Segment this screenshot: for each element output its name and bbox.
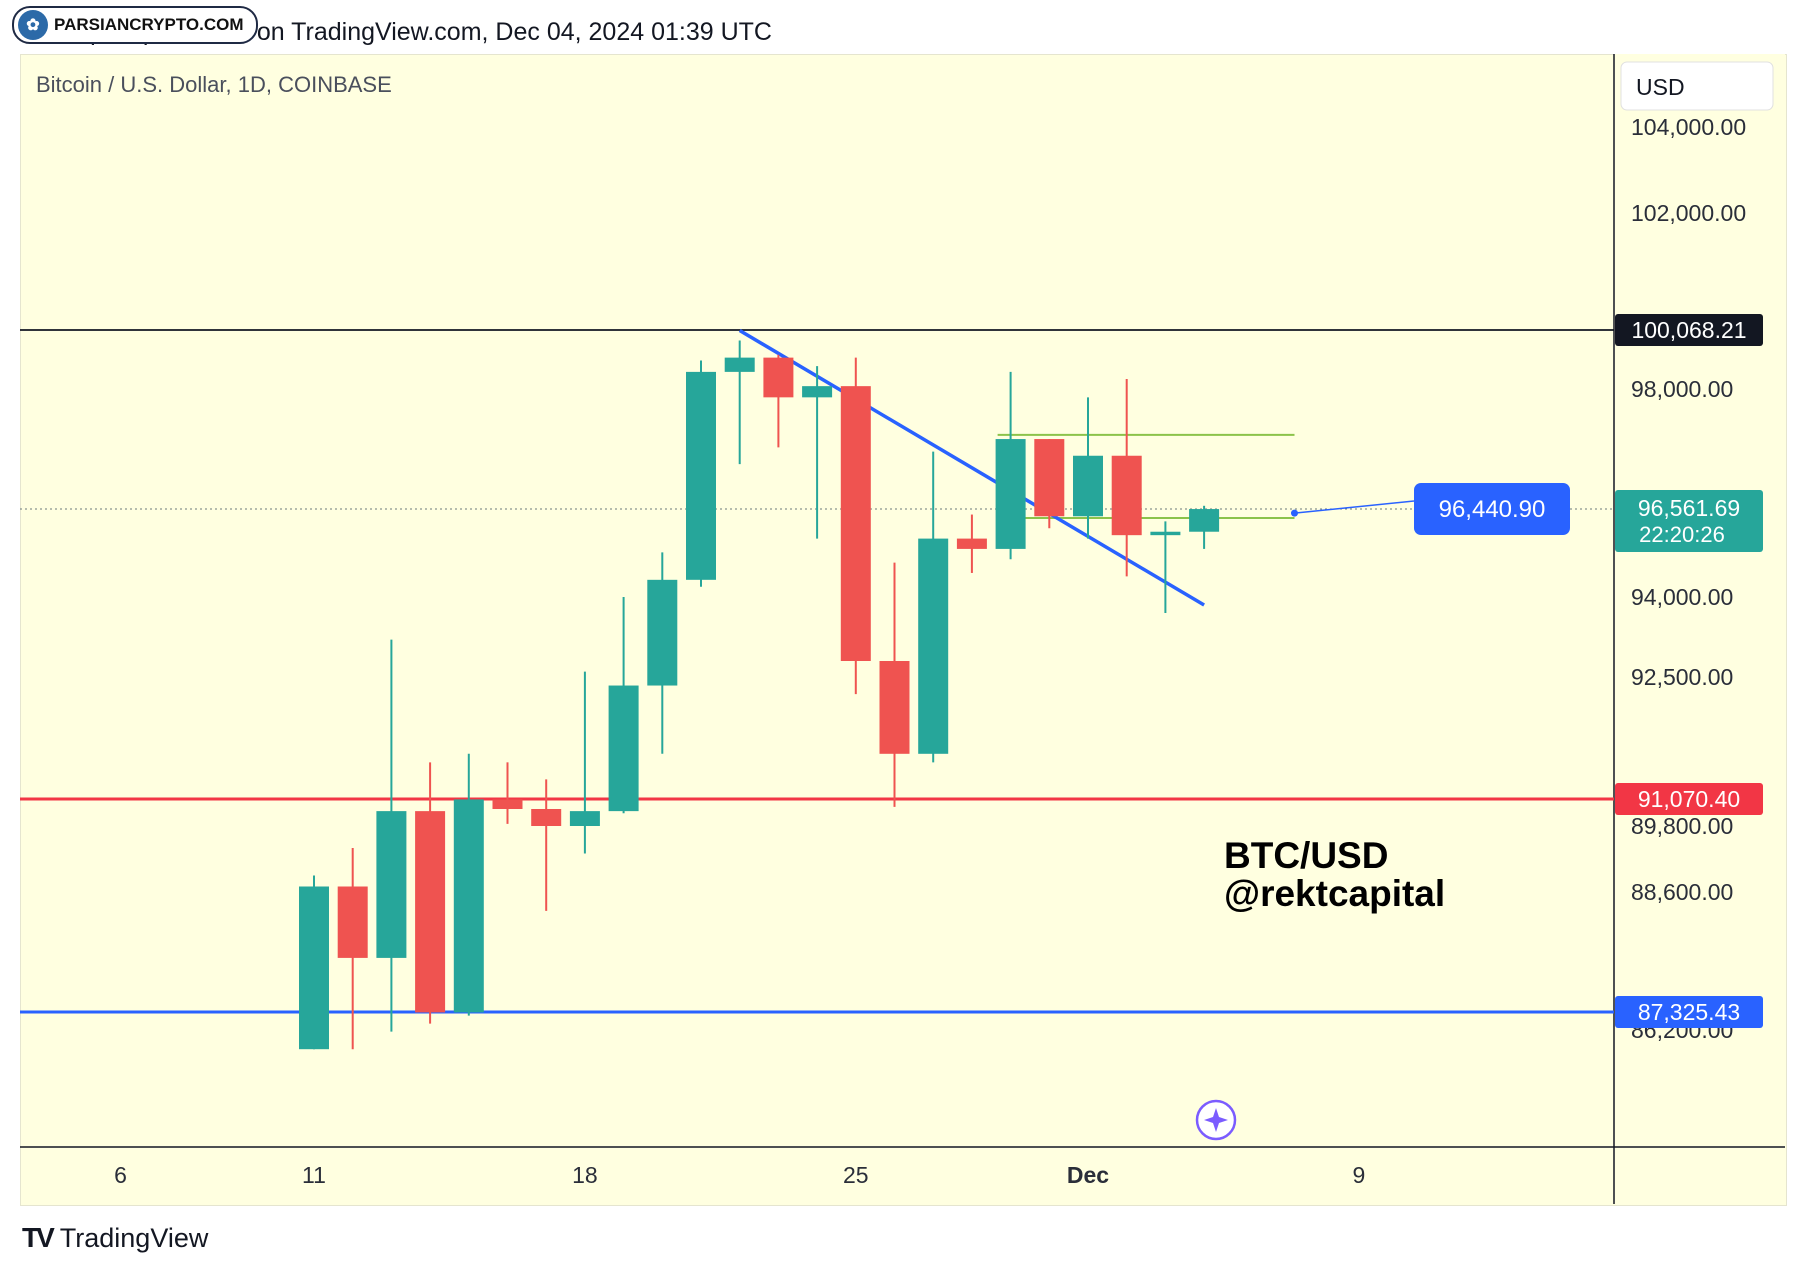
price-note-label: 96,440.90 [1439,496,1546,523]
price-level-badge [1615,996,1763,1028]
current-price-label: 96,561.69 [1638,495,1740,521]
candle-body[interactable] [376,811,407,958]
chart-title: Bitcoin / U.S. Dollar, 1D, COINBASE [36,72,392,97]
candle-body[interactable] [1034,439,1065,517]
candle-body[interactable] [1073,455,1103,517]
price-level-badge [1615,314,1763,346]
candle-countdown: 22:20:26 [1639,522,1725,547]
price-level-label: 87,325.43 [1638,999,1740,1025]
candle-body[interactable] [1150,531,1181,536]
x-tick-label: Dec [1067,1162,1109,1188]
currency-box[interactable] [1620,61,1774,111]
y-tick-label: 94,000.00 [1631,584,1733,610]
candle-body[interactable] [956,538,987,549]
currency-label: USD [1636,74,1685,100]
tradingview-logo-icon: TV [22,1222,55,1253]
tree-logo-icon: ✿ [18,10,48,40]
candle-body[interactable] [763,357,794,398]
candle-body[interactable] [569,811,600,826]
y-tick-label: 89,800.00 [1631,813,1733,839]
price-level-label: 91,070.40 [1638,786,1740,812]
candle-body[interactable] [802,386,833,398]
candle-body[interactable] [1111,455,1142,536]
price-level-label: 100,068.21 [1631,317,1746,343]
x-tick-label: 6 [114,1162,127,1188]
candle-body[interactable] [840,386,871,661]
x-tick-label: 11 [302,1162,326,1188]
candle-body[interactable] [492,799,523,809]
current-price-badge [1615,490,1763,552]
candle-body[interactable] [918,538,949,754]
y-tick-label: 104,000.00 [1631,114,1746,140]
price-chart[interactable]: 96,440.90 USD 104,000.00 102,000.00 98,000.… [20,54,1785,1204]
y-tick-label: 88,600.00 [1631,879,1733,905]
price-level-badge [1615,783,1763,815]
x-tick-label: 9 [1353,1162,1366,1188]
footer: TV TradingView [22,1222,208,1254]
x-tick-label: 18 [572,1162,598,1188]
candle-body[interactable] [299,886,329,1050]
annotation-author: @rektcapital [1224,873,1445,914]
sparkle-icon[interactable] [1195,1099,1237,1141]
candle-body[interactable] [531,808,562,826]
candle-body[interactable] [608,685,639,812]
watermark-text: PARSIANCRYPTO.COM [54,15,244,34]
candle-body[interactable] [995,439,1026,549]
price-note-anchor[interactable] [1291,509,1298,517]
candle-body[interactable] [415,811,446,1013]
y-tick-label: 98,000.00 [1631,376,1733,402]
candle-body[interactable] [453,799,484,1013]
y-tick-label: 92,500.00 [1631,664,1733,690]
price-note-connector [1294,500,1415,514]
price-note-box[interactable] [1414,483,1570,535]
watermark: ✿ PARSIANCRYPTO.COM [12,6,258,44]
candle-body[interactable] [337,886,368,958]
annotation-pair: BTC/USD [1224,835,1388,876]
candle-body[interactable] [724,357,755,372]
y-tick-label: 102,000.00 [1631,200,1746,226]
candle-body[interactable] [879,661,910,754]
candle-body[interactable] [1189,509,1220,532]
x-tick-label: 25 [843,1162,869,1188]
candle-body[interactable] [647,579,678,686]
candle-body[interactable] [686,371,716,580]
footer-brand: TradingView [59,1222,209,1253]
